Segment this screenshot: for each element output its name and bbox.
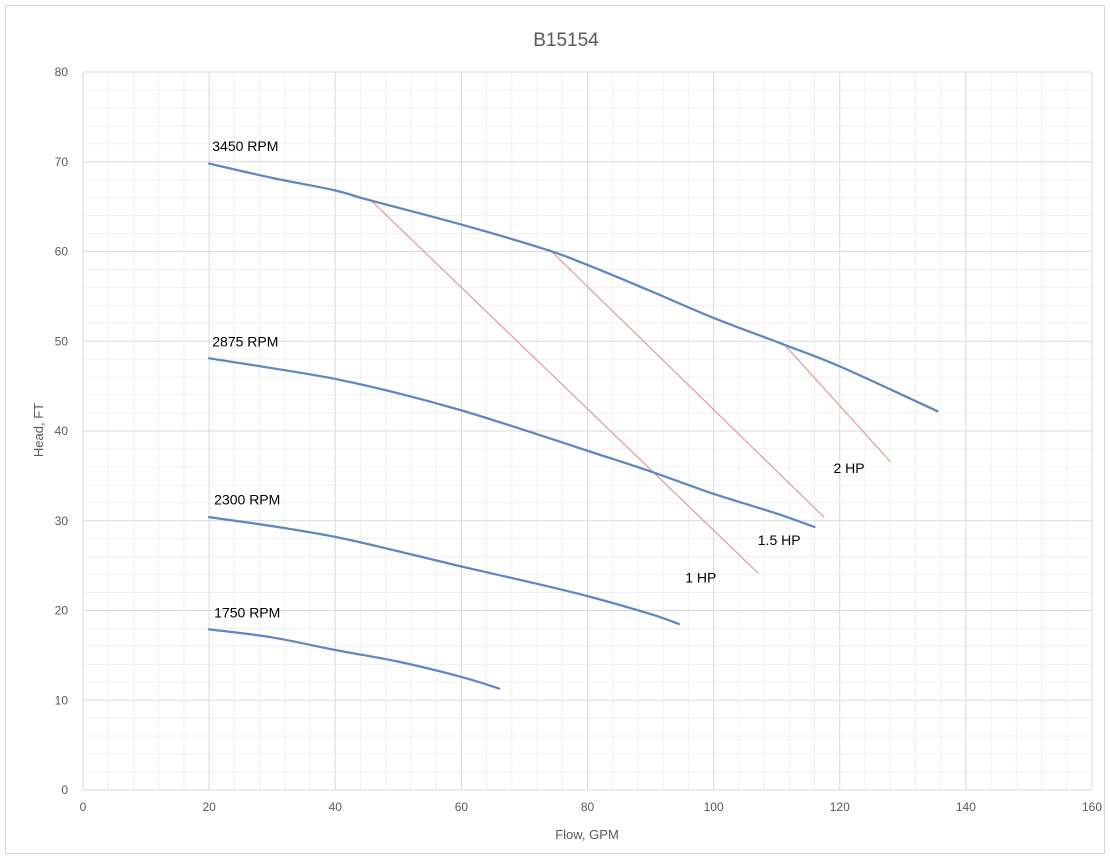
- curve-label-1-hp: 1 HP: [685, 570, 716, 586]
- series-line-3450-rpm: [208, 162, 939, 413]
- y-tick-label: 60: [55, 245, 69, 259]
- curve-label-3450-rpm: 3450 RPM: [212, 138, 278, 154]
- curve-label-1-5-hp: 1.5 HP: [758, 532, 801, 548]
- major-grid: [82, 71, 1093, 791]
- y-tick-label: 50: [55, 334, 69, 348]
- chart-title: B15154: [533, 30, 599, 51]
- series-line-1-hp: [369, 198, 759, 574]
- series-line-1750-rpm: [208, 628, 501, 690]
- y-tick-label: 40: [55, 424, 69, 438]
- curve-label-1750-rpm: 1750 RPM: [214, 605, 280, 621]
- series-line-2875-rpm: [208, 357, 816, 529]
- series-layer: [208, 162, 939, 690]
- x-tick-label: 40: [329, 800, 343, 814]
- series-line-1-5-hp: [549, 249, 825, 518]
- y-tick-label: 80: [55, 65, 69, 79]
- x-tick-label: 80: [581, 800, 595, 814]
- x-axis-title: Flow, GPM: [555, 827, 619, 842]
- x-tick-labels: 0 20 40 60 80 100 120 140 160: [80, 800, 1103, 814]
- curve-label-2875-rpm: 2875 RPM: [212, 334, 278, 350]
- curve-label-2-hp: 2 HP: [833, 460, 864, 476]
- x-tick-label: 20: [202, 800, 216, 814]
- chart-frame: [5, 5, 1105, 854]
- curve-label-2300-rpm: 2300 RPM: [214, 492, 280, 508]
- y-tick-label: 0: [61, 783, 68, 797]
- series-line-2-hp: [782, 342, 891, 463]
- y-tick-labels: 0 10 20 30 40 50 60 70 80: [55, 65, 69, 797]
- x-tick-label: 120: [830, 800, 850, 814]
- x-tick-label: 140: [956, 800, 976, 814]
- annotation-layer: 3450 RPM 2875 RPM 2300 RPM 1750 RPM 2 HP 1.5 …: [212, 138, 864, 621]
- x-tick-label: 0: [80, 800, 87, 814]
- y-axis-title: Head, FT: [31, 403, 46, 457]
- x-tick-label: 60: [455, 800, 469, 814]
- y-tick-label: 10: [55, 693, 69, 707]
- y-tick-label: 20: [55, 604, 69, 618]
- y-tick-label: 70: [55, 155, 69, 169]
- y-tick-label: 30: [55, 514, 69, 528]
- series-line-2300-rpm: [208, 516, 681, 626]
- x-tick-label: 100: [704, 800, 724, 814]
- x-tick-label: 160: [1082, 800, 1102, 814]
